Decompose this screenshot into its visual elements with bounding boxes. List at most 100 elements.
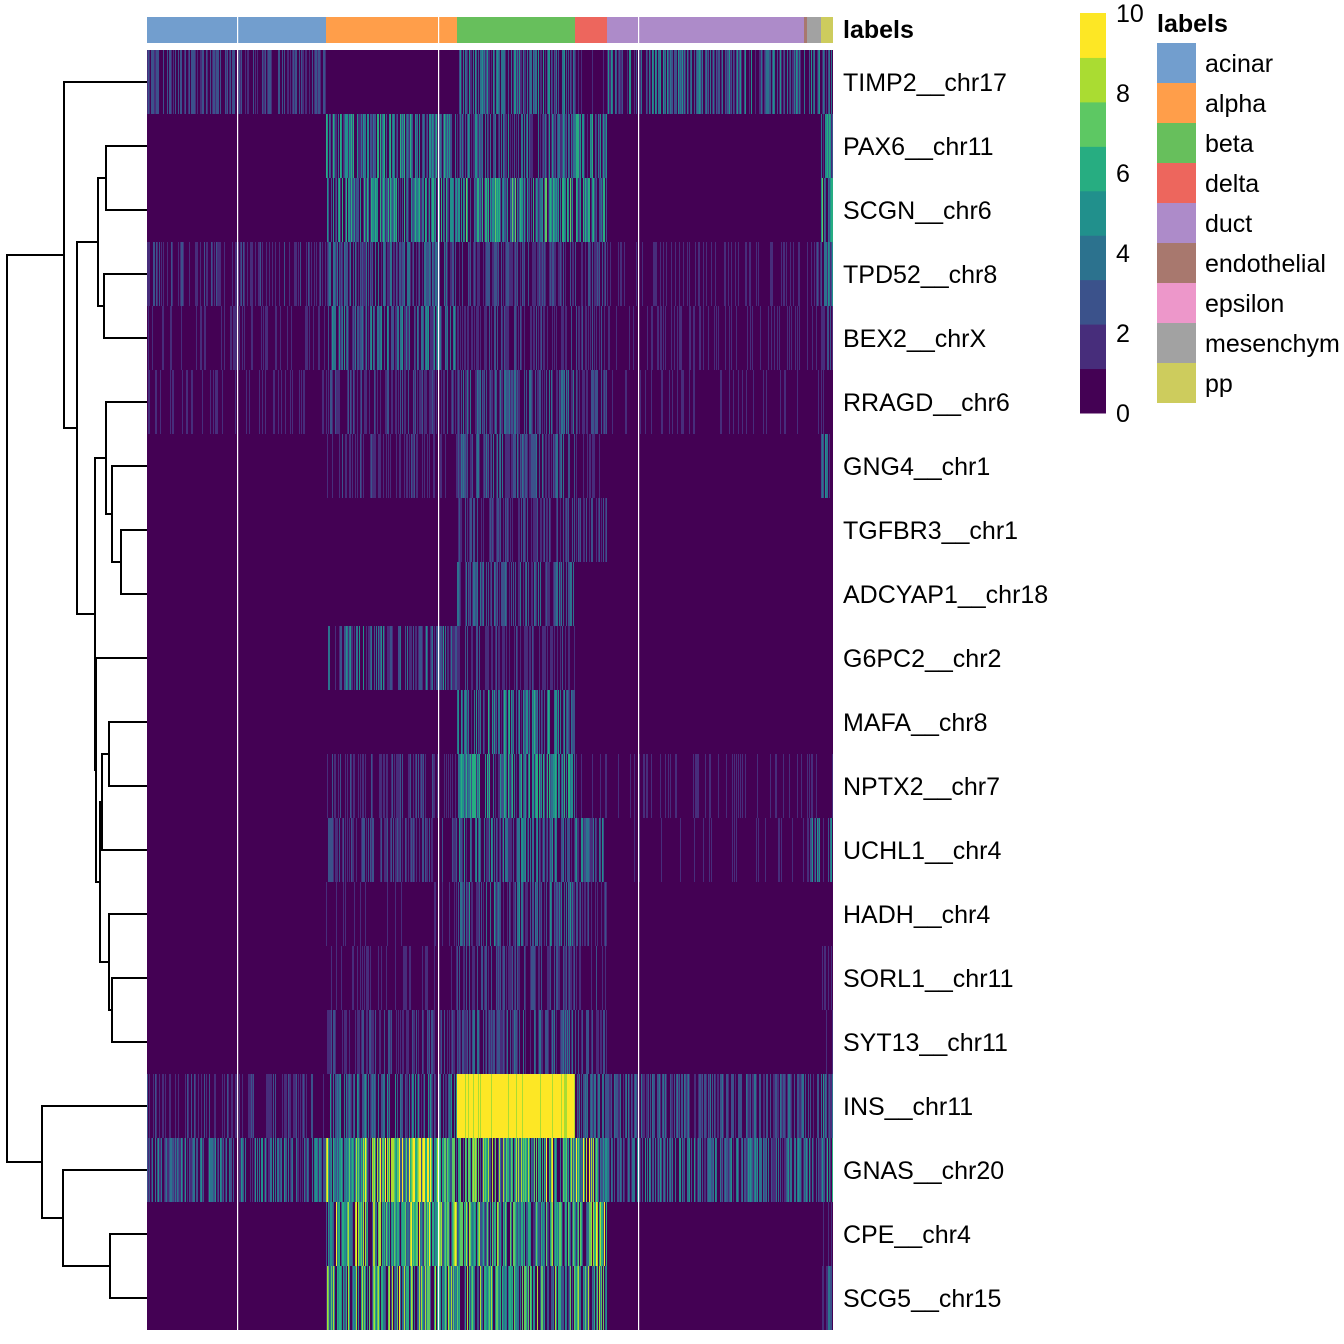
heatmap-cell bbox=[826, 1138, 827, 1202]
heatmap-cell bbox=[532, 882, 534, 946]
heatmap-cell bbox=[359, 626, 360, 690]
heatmap-cell bbox=[371, 754, 372, 818]
heatmap-cell bbox=[587, 434, 588, 498]
heatmap-cell bbox=[560, 178, 561, 242]
heatmap-cell bbox=[783, 50, 784, 114]
heatmap-cell bbox=[546, 50, 547, 114]
heatmap-cell bbox=[255, 1138, 256, 1202]
heatmap-cell bbox=[320, 1138, 321, 1202]
heatmap-cell bbox=[529, 818, 530, 882]
heatmap-cell bbox=[537, 562, 538, 626]
heatmap-cell bbox=[376, 370, 377, 434]
heatmap-cell bbox=[203, 370, 210, 434]
heatmap-cell bbox=[449, 1010, 450, 1074]
heatmap-cell bbox=[410, 1138, 411, 1202]
heatmap-cell bbox=[377, 370, 378, 434]
heatmap-cell bbox=[615, 1138, 617, 1202]
heatmap-cell bbox=[481, 498, 482, 562]
heatmap-cell bbox=[512, 178, 513, 242]
heatmap-cell bbox=[586, 1074, 587, 1138]
heatmap-cell bbox=[572, 50, 573, 114]
heatmap-cell bbox=[574, 50, 575, 114]
heatmap-cell bbox=[461, 50, 462, 114]
heatmap-cell bbox=[459, 1266, 460, 1330]
heatmap-cell bbox=[689, 50, 690, 114]
heatmap-cell bbox=[444, 754, 445, 818]
heatmap-cell bbox=[769, 1138, 771, 1202]
heatmap-cell bbox=[516, 242, 517, 306]
heatmap-cell bbox=[576, 434, 577, 498]
heatmap-cell bbox=[434, 242, 435, 306]
heatmap-cell bbox=[486, 1138, 487, 1202]
heatmap-cell bbox=[406, 818, 407, 882]
heatmap-cell bbox=[573, 50, 574, 114]
heatmap-cell bbox=[188, 370, 191, 434]
heatmap-cell bbox=[243, 242, 244, 306]
heatmap-cell bbox=[327, 434, 328, 498]
heatmap-cell bbox=[495, 882, 496, 946]
heatmap-cell bbox=[551, 114, 552, 178]
heatmap-cell bbox=[360, 306, 362, 370]
heatmap-cell bbox=[566, 1010, 567, 1074]
heatmap-cell bbox=[225, 242, 232, 306]
heatmap-cell bbox=[374, 178, 375, 242]
heatmap-cell bbox=[758, 242, 759, 306]
heatmap-cell bbox=[335, 370, 336, 434]
heatmap-cell bbox=[758, 818, 759, 882]
heatmap-cell bbox=[373, 114, 374, 178]
heatmap-cell bbox=[551, 1010, 552, 1074]
heatmap-cell bbox=[373, 1202, 375, 1266]
heatmap-cell bbox=[213, 50, 215, 114]
heatmap-cell bbox=[477, 434, 479, 498]
heatmap-cell bbox=[299, 1074, 300, 1138]
heatmap-cell bbox=[553, 1138, 554, 1202]
heatmap-cell bbox=[225, 50, 226, 114]
heatmap-cell bbox=[816, 306, 817, 370]
heatmap-cell bbox=[639, 50, 641, 114]
heatmap-cell bbox=[429, 178, 430, 242]
heatmap-cell bbox=[631, 754, 634, 818]
heatmap-cell bbox=[392, 242, 393, 306]
heatmap-cell bbox=[422, 114, 423, 178]
heatmap-cell bbox=[589, 1010, 591, 1074]
heatmap-cell bbox=[470, 1266, 471, 1330]
heatmap-cell bbox=[557, 690, 558, 754]
heatmap-cell bbox=[535, 370, 536, 434]
heatmap-cell bbox=[362, 1202, 363, 1266]
heatmap-cell bbox=[253, 242, 255, 306]
heatmap-cell bbox=[729, 50, 730, 114]
heatmap-cell bbox=[480, 50, 482, 114]
heatmap-cell bbox=[702, 1138, 703, 1202]
heatmap-cell bbox=[453, 1266, 454, 1330]
heatmap-cell bbox=[456, 434, 458, 498]
heatmap-cell bbox=[456, 370, 457, 434]
heatmap-cell bbox=[411, 114, 412, 178]
heatmap-cell bbox=[782, 1074, 783, 1138]
heatmap-cell bbox=[467, 50, 468, 114]
heatmap-cell bbox=[509, 370, 510, 434]
heatmap-cell bbox=[799, 1138, 801, 1202]
heatmap-cell bbox=[550, 242, 551, 306]
heatmap-cell bbox=[578, 1010, 579, 1074]
heatmap-cell bbox=[398, 1266, 399, 1330]
heatmap-cell bbox=[326, 370, 327, 434]
heatmap-cell bbox=[511, 498, 512, 562]
heatmap-cell bbox=[752, 50, 755, 114]
heatmap-cell bbox=[751, 50, 752, 114]
heatmap-cell bbox=[491, 370, 493, 434]
heatmap-cell bbox=[280, 1138, 281, 1202]
heatmap-cell bbox=[401, 1074, 403, 1138]
heatmap-cell bbox=[815, 242, 816, 306]
heatmap-cell bbox=[724, 1138, 725, 1202]
heatmap-cell bbox=[757, 1074, 759, 1138]
heatmap-cell bbox=[508, 1266, 509, 1330]
heatmap-cell bbox=[385, 1202, 386, 1266]
heatmap-cell bbox=[496, 946, 497, 1010]
heatmap-cell bbox=[583, 242, 585, 306]
heatmap-cell bbox=[559, 562, 560, 626]
heatmap-cell bbox=[824, 50, 825, 114]
heatmap-cell bbox=[369, 1138, 370, 1202]
heatmap-cell bbox=[485, 818, 486, 882]
heatmap-cell bbox=[617, 50, 618, 114]
heatmap-cell bbox=[380, 370, 381, 434]
